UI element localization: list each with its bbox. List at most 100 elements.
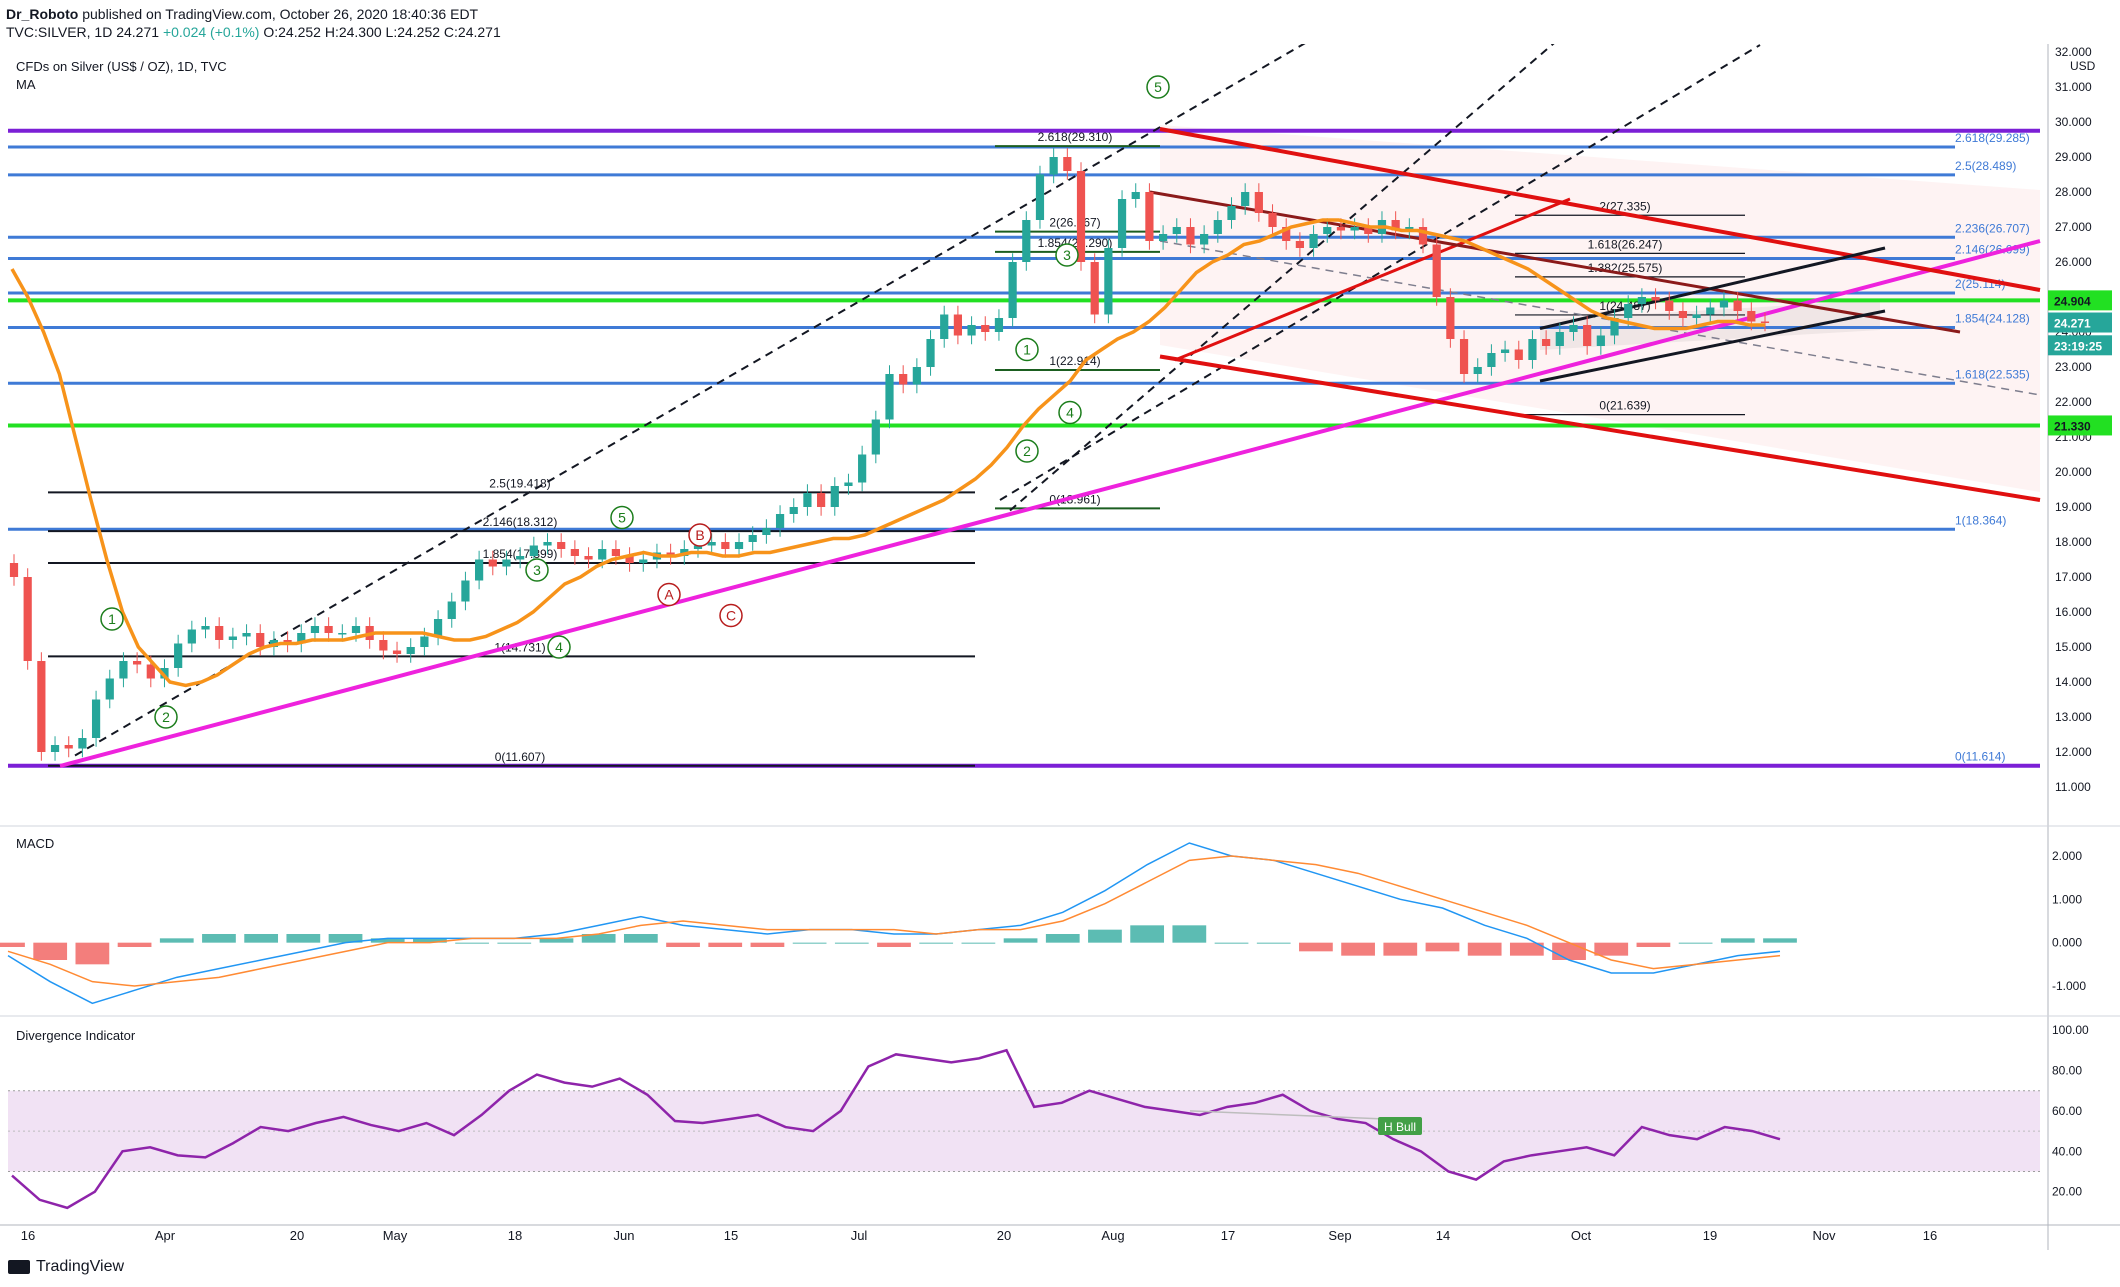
tradingview-logo[interactable]: TradingView (8, 1258, 124, 1276)
chart-title: CFDs on Silver (US$ / OZ), 1D, TVC (16, 59, 227, 74)
price-tick-label: 22.000 (2055, 395, 2092, 409)
symbol-line: TVC:SILVER, 1D 24.271 +0.024 (+0.1%) O:2… (6, 24, 501, 40)
dashed-grey-line (1159, 240, 2041, 396)
macd-histogram-bar (1045, 934, 1080, 943)
candle-body (242, 633, 251, 637)
candle-body (1760, 321, 1770, 323)
candle-body (1227, 206, 1236, 220)
currency-label: USD (2070, 59, 2096, 73)
macd-histogram-bar (413, 938, 447, 943)
candle-body (543, 542, 552, 546)
time-tick-label: May (383, 1228, 408, 1243)
candle-body (803, 493, 812, 507)
red-channel-lower (1159, 354, 2041, 502)
wave-label-aug-text: 1 (1023, 342, 1031, 358)
candle-body (775, 514, 785, 528)
candle-body (461, 580, 470, 602)
candle-body (297, 633, 306, 644)
wave-label-red-text: A (664, 587, 674, 603)
fib-level-label: 2.618(29.285) (1955, 131, 2030, 145)
h-bull-badge (1378, 1117, 1422, 1136)
candle-body (1637, 297, 1646, 304)
candle-body (789, 507, 798, 514)
price-tick-label: 32.000 (2055, 45, 2092, 59)
macd-histogram-bar (0, 942, 25, 947)
time-tick-label: 14 (1436, 1228, 1450, 1243)
candle-body (174, 643, 183, 668)
price-tick-label: 14.000 (2055, 675, 2092, 689)
time-tick-label: 19 (1703, 1228, 1717, 1243)
candle-body (1104, 248, 1113, 315)
candle-body (420, 636, 429, 647)
candle-body (1569, 325, 1578, 332)
candle-body (639, 559, 648, 563)
candle-body (23, 577, 32, 661)
price-badge (2048, 415, 2112, 436)
candle-body (1022, 220, 1031, 262)
candle-body (994, 318, 1004, 332)
price-chart[interactable]: CFDs on Silver (US$ / OZ), 1D, TVC MA MACD… (0, 44, 2120, 1254)
macd-histogram-bar (666, 942, 700, 947)
macd-histogram-bar (1467, 942, 1502, 956)
candle-body (1186, 227, 1195, 245)
fib-mid-label: 0(18.961) (1049, 492, 1100, 506)
candle-body (598, 549, 607, 560)
wave-label-red-text: B (695, 527, 704, 543)
macd-histogram-bar (159, 938, 194, 943)
div-tick-label: 20.00 (2052, 1185, 2082, 1199)
candle-body (1295, 241, 1304, 248)
candle-body (9, 563, 19, 577)
candle-body (1254, 192, 1263, 213)
channel-shade (1160, 125, 2040, 492)
macd-histogram-bar (1678, 942, 1713, 944)
candle-body (912, 367, 921, 385)
candle-body (953, 314, 963, 336)
candle-body (1733, 300, 1742, 311)
candle-body (1309, 234, 1318, 248)
fib-level-label: 2.236(26.707) (1955, 221, 2030, 235)
price-tick-label: 23.000 (2055, 360, 2092, 374)
fib-mid-label: 1.854(26.290) (1038, 236, 1113, 250)
candle-body (871, 419, 880, 455)
candle-body (78, 738, 87, 749)
macd-histogram-bar (961, 942, 996, 944)
wave-label-red (688, 523, 712, 547)
wave-label-green-text: 4 (555, 639, 563, 655)
candle-body (1555, 332, 1564, 346)
macd-histogram-bar (286, 934, 321, 943)
bull-divergence-line (1189, 1110, 1386, 1120)
candle-body (1063, 157, 1072, 171)
price-change: +0.024 (+0.1%) (162, 24, 260, 40)
macd-histogram-bar (1552, 942, 1586, 960)
divergence-legend: Divergence Indicator (16, 1028, 136, 1043)
candle-body (516, 556, 525, 560)
fib-level-label: 1.854(24.128) (1955, 312, 2030, 326)
time-tick-label: 18 (508, 1228, 522, 1243)
candle-body (1487, 353, 1496, 367)
candle-body (1500, 349, 1510, 353)
time-tick-label: 20 (290, 1228, 304, 1243)
macd-histogram-bar (1763, 938, 1797, 943)
author-name[interactable]: Dr_Roboto (6, 6, 79, 22)
candle-body (693, 545, 703, 549)
wave-label-aug-text: 4 (1066, 405, 1074, 421)
macd-histogram-bar (1214, 942, 1249, 944)
candle-body (844, 482, 853, 486)
candle-body (1131, 192, 1140, 199)
candle-body (1583, 325, 1592, 346)
macd-histogram-bar (1172, 925, 1207, 943)
wave-label-aug (1058, 400, 1082, 425)
wave-label-green (154, 705, 178, 729)
last-price: 24.271 (116, 24, 160, 40)
candle-body (1213, 220, 1222, 234)
macd-tick-label: 2.000 (2052, 849, 2082, 863)
candle-body (1446, 297, 1455, 339)
macd-histogram-bar (919, 942, 954, 944)
fib-level-label: 2.146(26.099) (1955, 243, 2030, 257)
wave-label-red (719, 603, 743, 628)
candle-body (488, 559, 497, 567)
macd-histogram-bar (1341, 942, 1375, 956)
candle-body (940, 314, 949, 339)
macd-histogram-bar (1509, 942, 1544, 956)
tradingview-logo-icon (8, 1259, 30, 1274)
